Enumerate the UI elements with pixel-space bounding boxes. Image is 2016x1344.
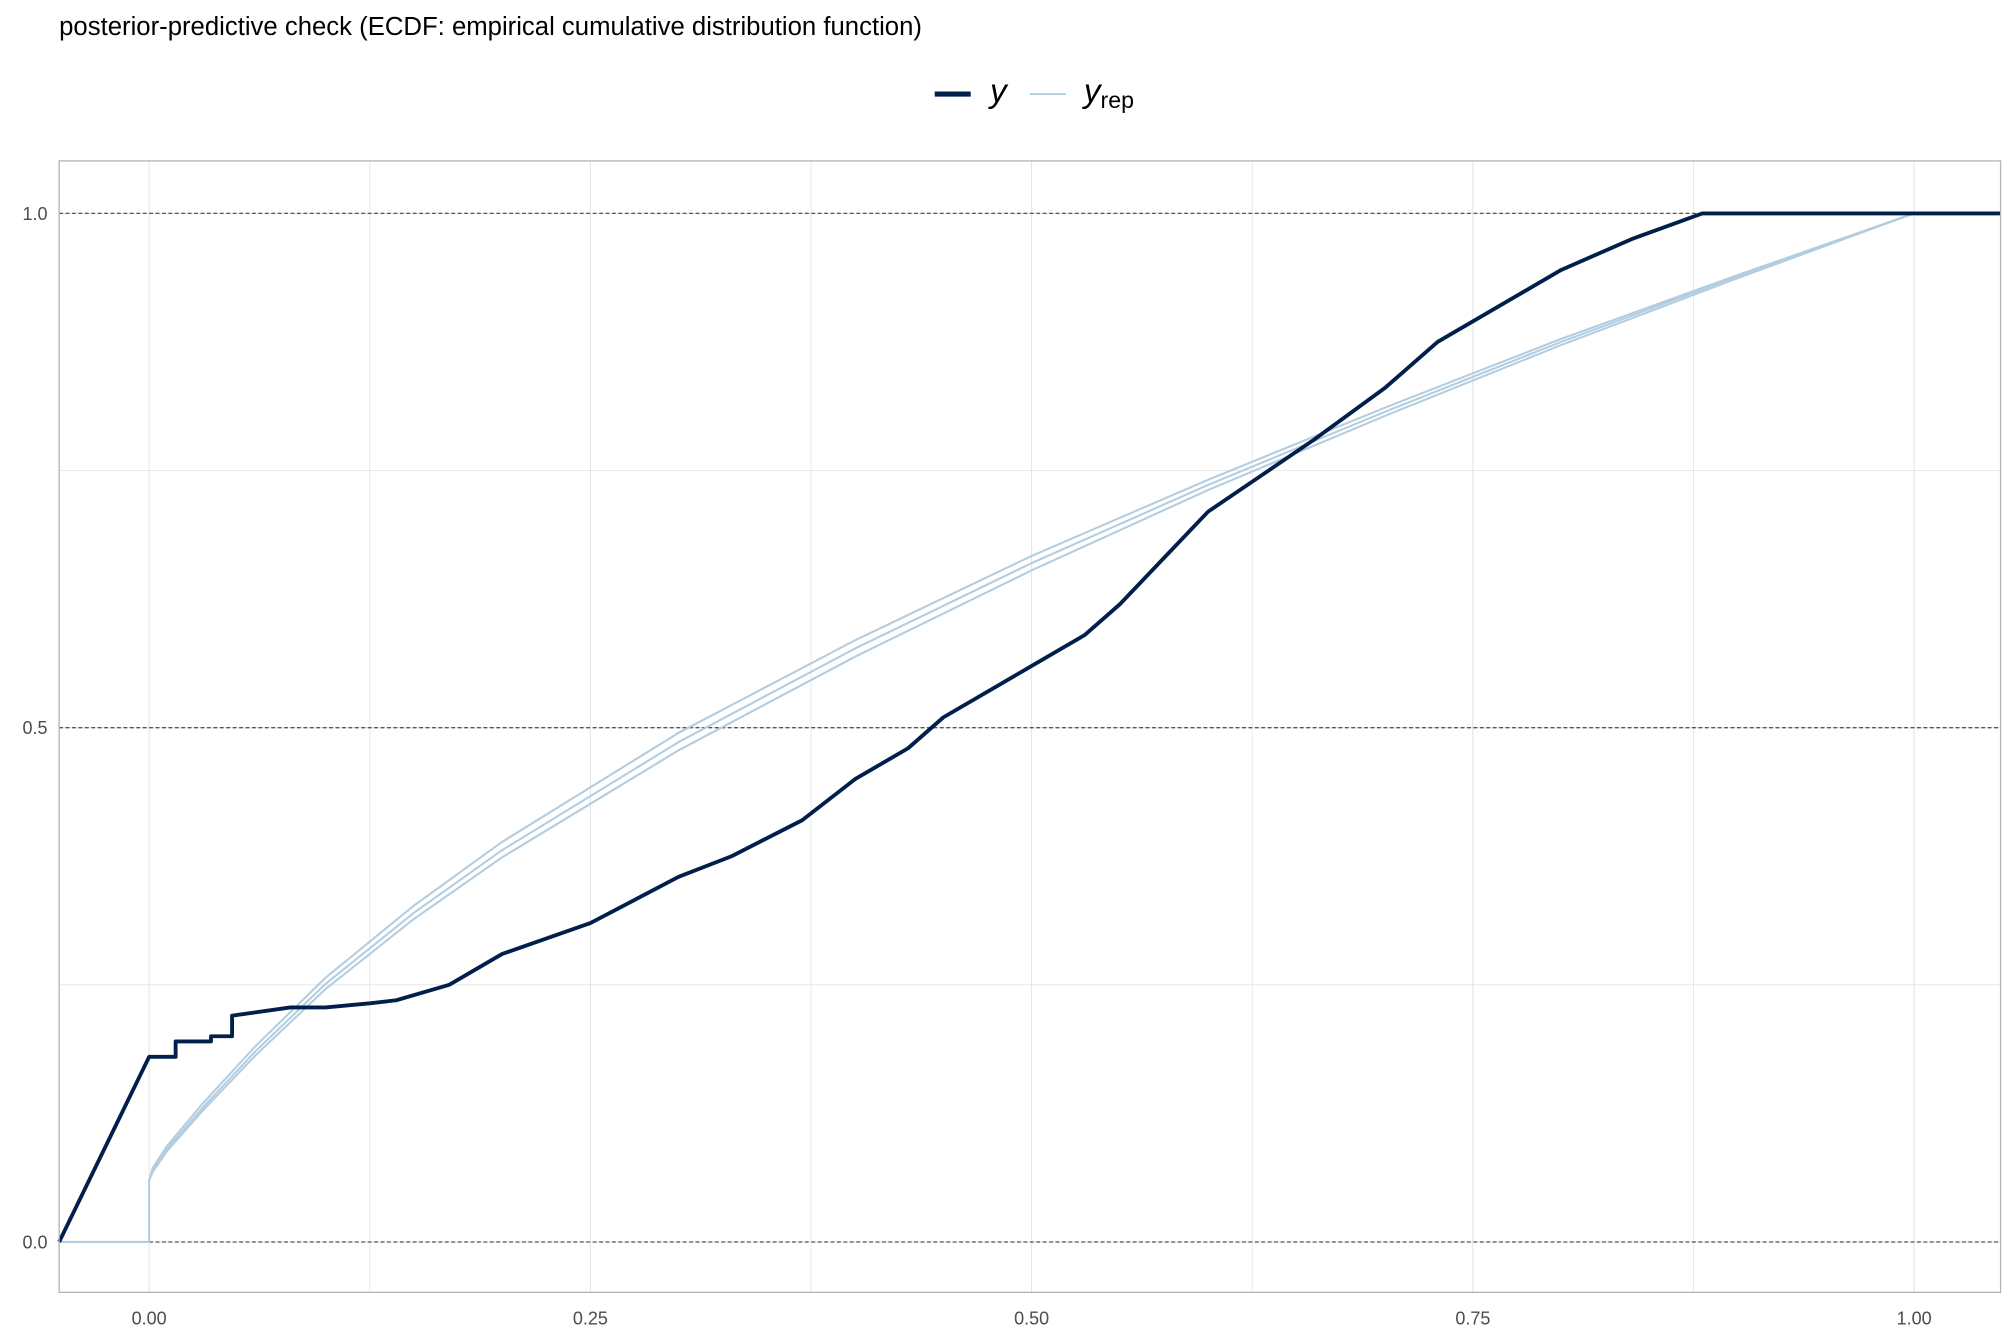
x-axis: 0.00 0.25 0.50 0.75 1.00 (132, 1309, 1932, 1329)
x-tick-label: 0.00 (132, 1309, 167, 1329)
panel-border (58, 160, 2002, 1293)
x-tick-label: 0.50 (1014, 1309, 1049, 1329)
y-tick-label: 1.0 (23, 204, 48, 224)
x-tick-label: 0.25 (573, 1309, 608, 1329)
chart-title: posterior-predictive check (ECDF: empiri… (59, 13, 922, 41)
yrep-line (148, 212, 2001, 1181)
y-axis: 0.0 0.5 1.0 (23, 204, 48, 1253)
legend-label-y: y (988, 73, 1009, 110)
legend: y yrep (934, 73, 1134, 113)
grid (59, 160, 2001, 1293)
y-tick-label: 0.5 (23, 718, 48, 738)
x-tick-label: 0.75 (1455, 1309, 1490, 1329)
legend-label-yrep: yrep (1082, 73, 1134, 113)
y-observed-line (57, 211, 2001, 1243)
legend-label-yrep-sub: rep (1101, 87, 1134, 113)
x-tick-label: 1.00 (1897, 1309, 1932, 1329)
legend-label-yrep-main: y (1082, 73, 1103, 110)
y-tick-label: 0.0 (23, 1232, 48, 1252)
series (57, 211, 2001, 1243)
yrep-line (148, 212, 2001, 1181)
reference-lines (59, 212, 2001, 1243)
